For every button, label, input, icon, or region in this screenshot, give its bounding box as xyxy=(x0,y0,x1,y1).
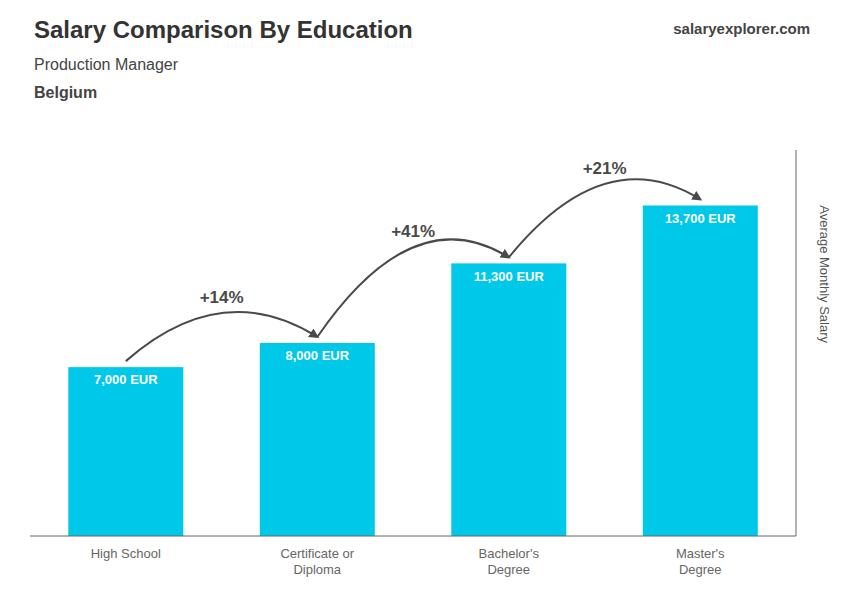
svg-text:Master'sDegree: Master'sDegree xyxy=(676,546,725,577)
svg-text:13,700 EUR: 13,700 EUR xyxy=(665,211,736,226)
svg-text:High School: High School xyxy=(91,546,161,561)
svg-text:7,000 EUR: 7,000 EUR xyxy=(94,372,158,387)
svg-text:+41%: +41% xyxy=(391,222,435,241)
html-text:Production Manager: Production Manager xyxy=(34,56,179,73)
svg-text:+21%: +21% xyxy=(583,159,627,178)
svg-text:Bachelor'sDegree: Bachelor'sDegree xyxy=(479,546,540,577)
html-text:salaryexplorer.com: salaryexplorer.com xyxy=(673,20,810,37)
html-text:Salary Comparison By Education: Salary Comparison By Education xyxy=(34,16,413,43)
html-text:Belgium: Belgium xyxy=(34,84,98,101)
svg-text:Average Monthly Salary: Average Monthly Salary xyxy=(817,205,832,343)
svg-text:+14%: +14% xyxy=(200,288,244,307)
svg-text:Certificate orDiploma: Certificate orDiploma xyxy=(280,546,354,577)
svg-text:11,300 EUR: 11,300 EUR xyxy=(474,269,545,284)
svg-text:8,000 EUR: 8,000 EUR xyxy=(286,348,350,363)
